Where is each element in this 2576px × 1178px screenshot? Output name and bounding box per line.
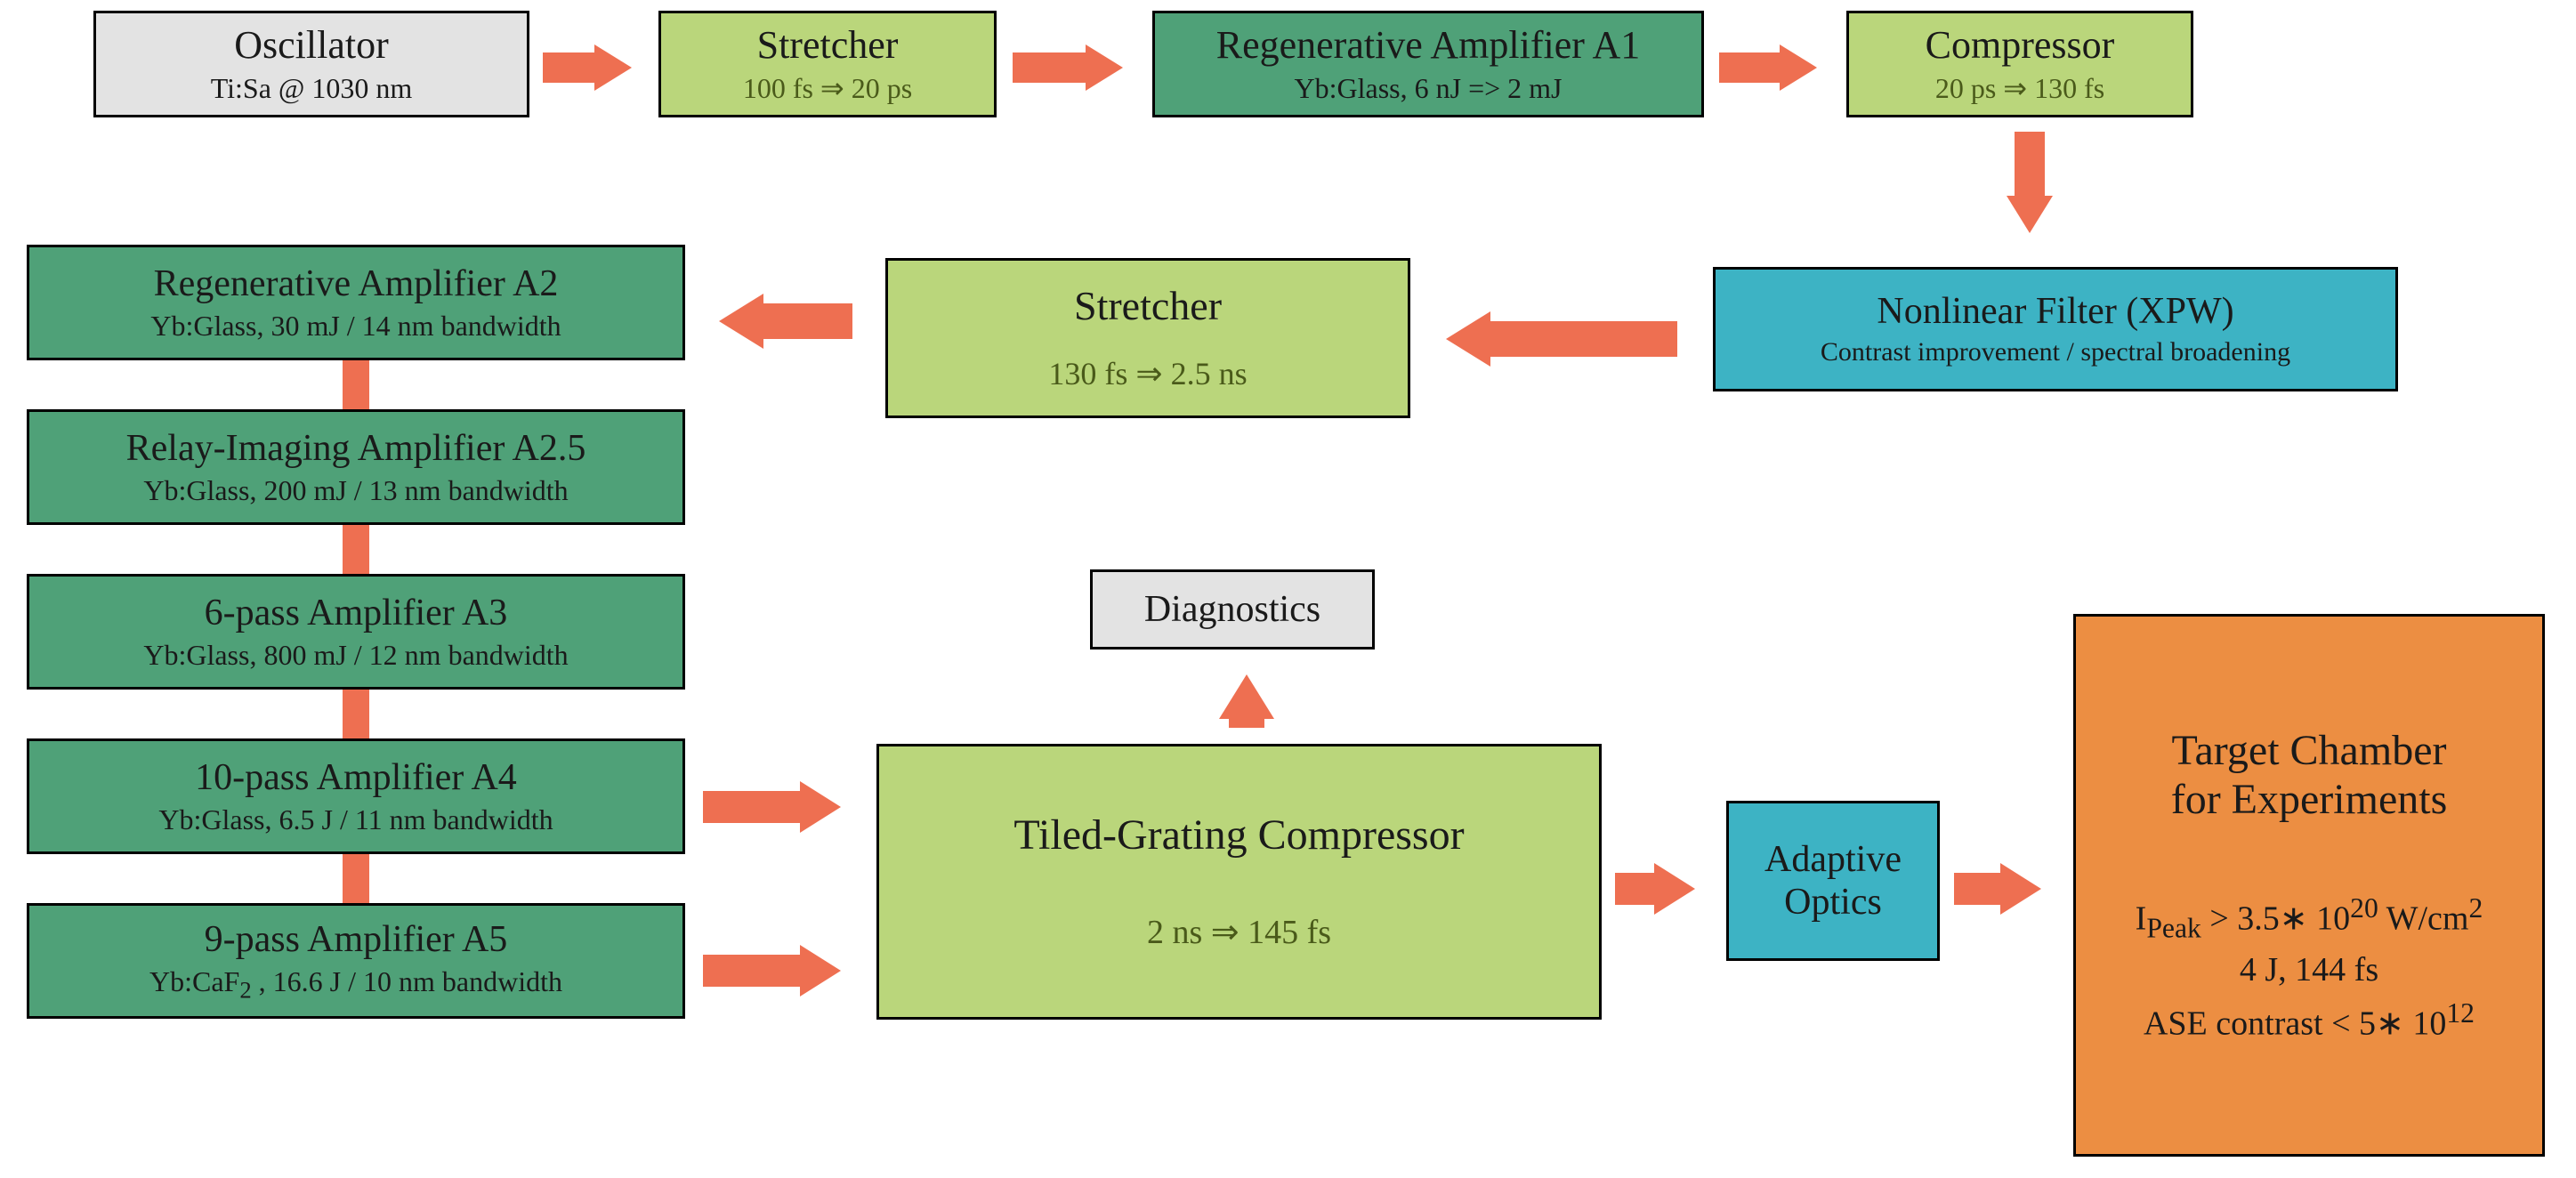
- node-subtitle: Yb:CaF2 , 16.6 J / 10 nm bandwidth: [149, 964, 562, 1004]
- node-title: Compressor: [1926, 23, 2115, 69]
- node-title: 6-pass Amplifier A3: [205, 592, 508, 634]
- node-title: Oscillator: [234, 23, 389, 69]
- node-title: Relay-Imaging Amplifier A2.5: [126, 427, 586, 470]
- node-compressor1: Compressor20 ps ⇒ 130 fs: [1846, 11, 2193, 117]
- node-tiledcomp: Tiled-Grating Compressor 2 ns ⇒ 145 fs: [876, 744, 1602, 1020]
- node-ampA5: 9-pass Amplifier A5Yb:CaF2 , 16.6 J / 10…: [27, 903, 685, 1019]
- node-spec-line: 4 J, 144 fs: [2240, 950, 2378, 991]
- node-title-line: Adaptive: [1764, 838, 1902, 881]
- node-title: Tiled-Grating Compressor: [1013, 811, 1464, 859]
- node-subtitle: 2 ns ⇒ 145 fs: [1147, 913, 1331, 954]
- node-ampA1: Regenerative Amplifier A1Yb:Glass, 6 nJ …: [1152, 11, 1704, 117]
- amp-connector: [343, 360, 369, 409]
- amp-connector: [343, 854, 369, 903]
- amp-connector: [343, 525, 369, 574]
- node-title-line: Target Chamber: [2172, 726, 2447, 775]
- node-stretcher1: Stretcher100 fs ⇒ 20 ps: [658, 11, 997, 117]
- node-subtitle: 130 fs ⇒ 2.5 ns: [1048, 355, 1247, 393]
- node-subtitle: Ti:Sa @ 1030 nm: [211, 71, 413, 105]
- node-title: Stretcher: [757, 23, 899, 69]
- node-adaptive: AdaptiveOptics: [1726, 801, 1940, 961]
- node-subtitle: Yb:Glass, 200 mJ / 13 nm bandwidth: [143, 473, 568, 507]
- node-target: Target Chamberfor Experiments IPeak > 3.5…: [2073, 614, 2545, 1157]
- node-stretcher2: Stretcher 130 fs ⇒ 2.5 ns: [885, 258, 1410, 418]
- node-subtitle: Contrast improvement / spectral broadeni…: [1821, 336, 2290, 368]
- node-title: 9-pass Amplifier A5: [205, 918, 508, 961]
- node-subtitle: Yb:Glass, 6.5 J / 11 nm bandwidth: [158, 803, 553, 836]
- node-spec-line: IPeak > 3.5∗ 1020 W/cm2: [2136, 892, 2483, 945]
- node-oscillator: OscillatorTi:Sa @ 1030 nm: [93, 11, 529, 117]
- node-subtitle: 20 ps ⇒ 130 fs: [1935, 71, 2104, 105]
- node-spec-line: ASE contrast < 5∗ 1012: [2144, 996, 2475, 1045]
- node-diagnostics: Diagnostics: [1090, 569, 1375, 650]
- node-ampA4: 10-pass Amplifier A4 Yb:Glass, 6.5 J / 11…: [27, 738, 685, 854]
- node-subtitle: Yb:Glass, 6 nJ => 2 mJ: [1295, 71, 1563, 105]
- node-title: Regenerative Amplifier A2: [154, 262, 559, 305]
- node-ampA3: 6-pass Amplifier A3 Yb:Glass, 800 mJ / 12…: [27, 574, 685, 690]
- node-subtitle: Yb:Glass, 800 mJ / 12 nm bandwidth: [143, 638, 568, 672]
- node-subtitle: 100 fs ⇒ 20 ps: [743, 71, 912, 105]
- node-title-line: Optics: [1784, 881, 1882, 924]
- node-ampA25: Relay-Imaging Amplifier A2.5Yb:Glass, 20…: [27, 409, 685, 525]
- node-title: Nonlinear Filter (XPW): [1877, 290, 2233, 333]
- node-xpw: Nonlinear Filter (XPW)Contrast improveme…: [1713, 267, 2398, 391]
- node-title: 10-pass Amplifier A4: [195, 756, 517, 799]
- node-title-line: for Experiments: [2171, 775, 2448, 824]
- node-title: Stretcher: [1074, 283, 1222, 330]
- amp-connector: [343, 690, 369, 738]
- node-title: Diagnostics: [1144, 588, 1320, 631]
- node-subtitle: Yb:Glass, 30 mJ / 14 nm bandwidth: [150, 309, 561, 343]
- node-ampA2: Regenerative Amplifier A2 Yb:Glass, 30 mJ…: [27, 245, 685, 360]
- node-title: Regenerative Amplifier A1: [1216, 23, 1641, 69]
